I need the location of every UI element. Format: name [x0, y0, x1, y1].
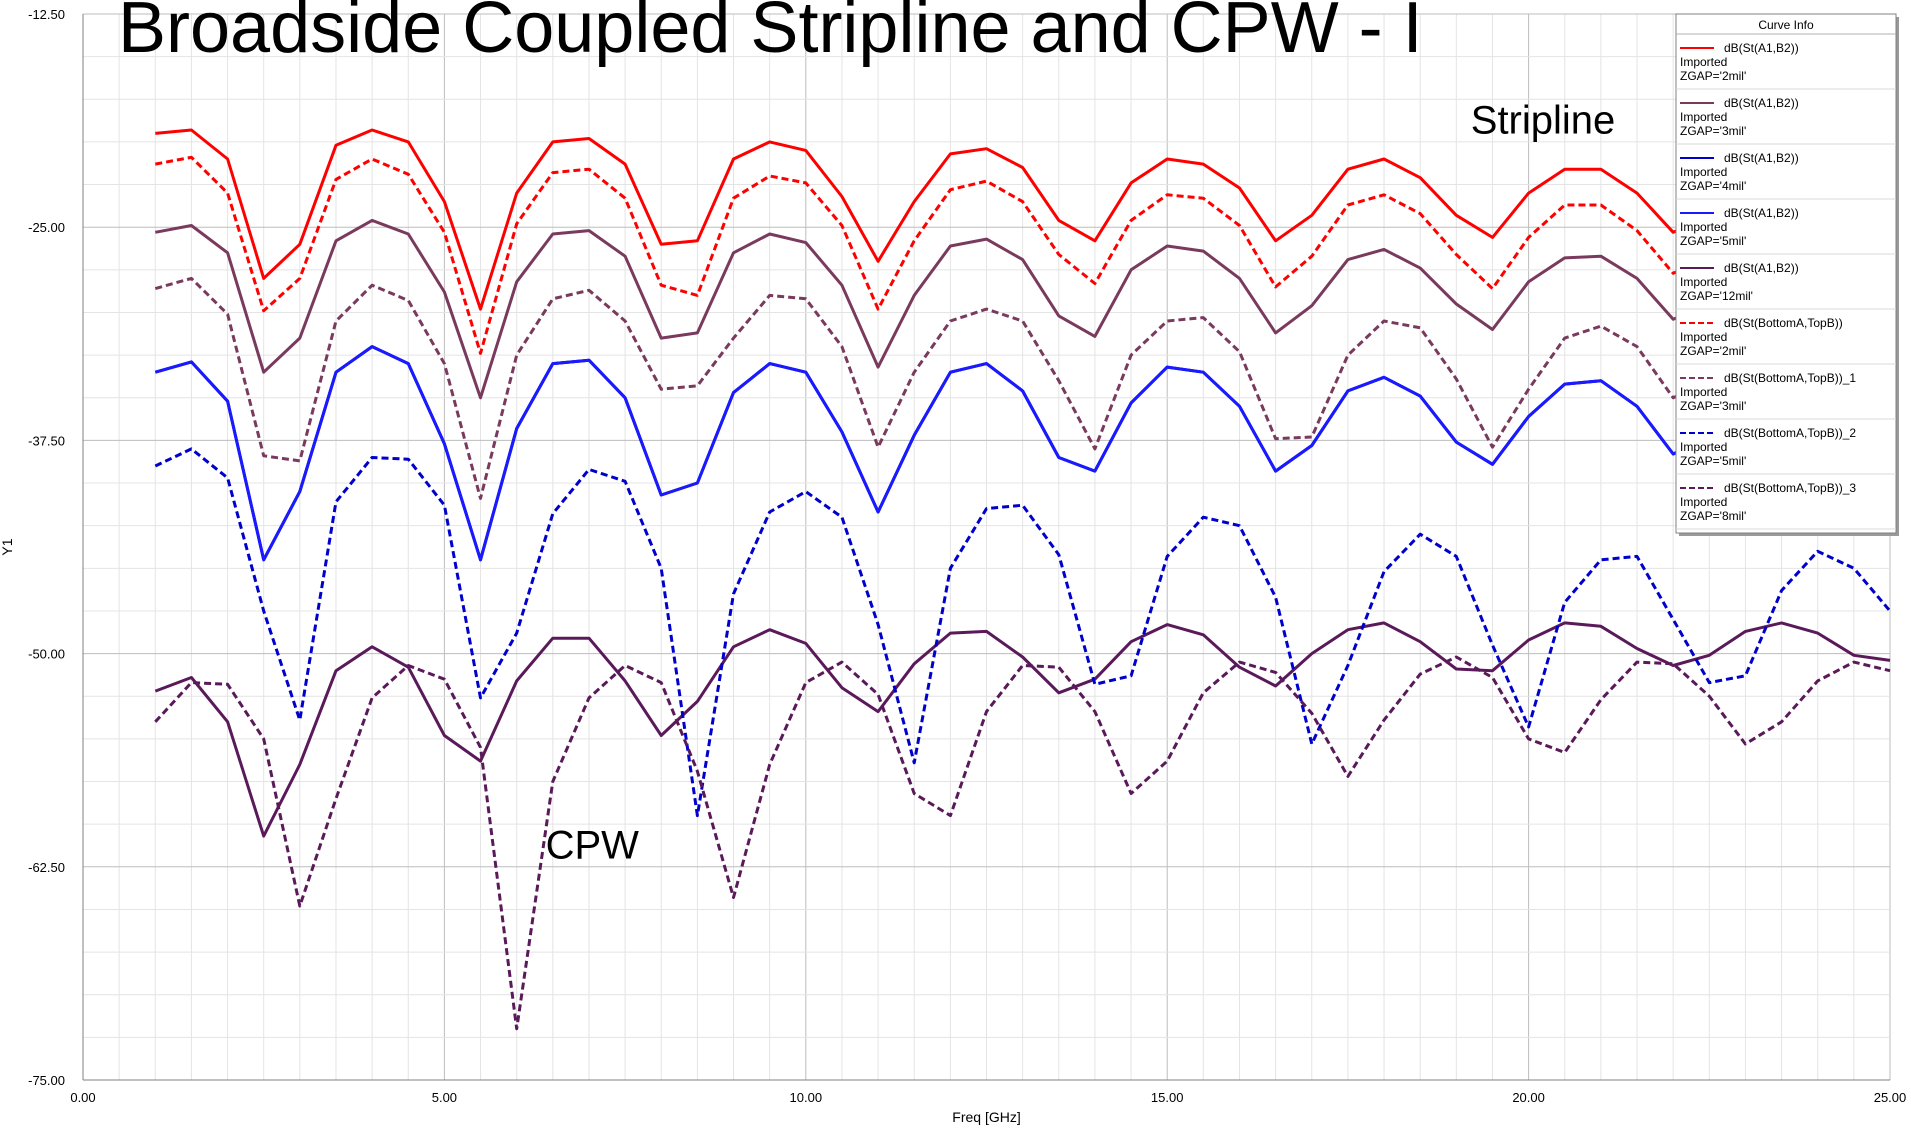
stripline-annotation: Stripline — [1471, 98, 1616, 142]
series-line-4 — [154, 345, 1891, 562]
legend-series-source: Imported — [1680, 330, 1727, 344]
legend-series-param: ZGAP='8mil' — [1680, 509, 1746, 523]
legend-series-param: ZGAP='12mil' — [1680, 289, 1753, 303]
series-line-2 — [155, 218, 1891, 400]
legend-series-source: Imported — [1680, 495, 1727, 509]
cpw-annotation: CPW — [546, 823, 640, 867]
series-line-6 — [155, 155, 1891, 355]
series-line-7 — [154, 276, 1891, 500]
x-tick-label: 20.00 — [1512, 1090, 1545, 1105]
legend-series-name: dB(St(A1,B2)) — [1724, 206, 1799, 220]
axes: 0.00 5.00 10.00 15.00 20.00 25.00 -12.50 -25.00… — [28, 7, 1906, 1105]
legend-series-param: ZGAP='3mil' — [1680, 399, 1746, 413]
legend-box — [1675, 13, 1897, 534]
y-tick-label: -37.50 — [28, 433, 65, 448]
legend[interactable]: Curve InfodB(St(A1,B2))ImportedZGAP='2mi… — [1675, 13, 1899, 536]
y-tick-label: -25.00 — [28, 220, 65, 235]
legend-series-name: dB(St(BottomA,TopB))_2 — [1724, 426, 1856, 440]
legend-series-name: dB(St(A1,B2)) — [1724, 96, 1799, 110]
series-line-9 — [154, 655, 1891, 1031]
y-tick-label: -50.00 — [28, 647, 65, 662]
legend-series-name: dB(St(A1,B2)) — [1724, 261, 1799, 275]
series-line-1 — [155, 128, 1891, 311]
legend-series-source: Imported — [1680, 275, 1727, 289]
y-axis-label: Y1 — [0, 538, 15, 555]
y-tick-label: -62.50 — [28, 860, 65, 875]
legend-item-7[interactable]: dB(St(BottomA,TopB))_1ImportedZGAP='3mil… — [1676, 371, 1896, 420]
legend-item-9[interactable]: dB(St(BottomA,TopB))_3ImportedZGAP='8mil… — [1676, 481, 1896, 530]
series-line-5 — [154, 621, 1891, 838]
y-tick-label: -12.50 — [28, 7, 65, 22]
x-axis-label: Freq [GHz] — [952, 1109, 1020, 1125]
x-tick-label: 0.00 — [70, 1090, 95, 1105]
legend-series-param: ZGAP='5mil' — [1680, 454, 1746, 468]
legend-series-name: dB(St(BottomA,TopB))_1 — [1724, 371, 1856, 385]
legend-series-name: dB(St(A1,B2)) — [1724, 151, 1799, 165]
legend-item-8[interactable]: dB(St(BottomA,TopB))_2ImportedZGAP='5mil… — [1676, 426, 1896, 475]
legend-header: Curve Info — [1758, 18, 1814, 32]
legend-series-source: Imported — [1680, 220, 1727, 234]
legend-series-param: ZGAP='2mil' — [1680, 344, 1746, 358]
legend-series-source: Imported — [1680, 440, 1727, 454]
legend-series-name: dB(St(BottomA,TopB))_3 — [1724, 481, 1856, 495]
legend-series-param: ZGAP='5mil' — [1680, 234, 1746, 248]
series-lines — [154, 128, 1892, 1031]
x-tick-label: 5.00 — [432, 1090, 457, 1105]
x-tick-label: 15.00 — [1151, 1090, 1184, 1105]
legend-series-param: ZGAP='4mil' — [1680, 179, 1746, 193]
grid — [82, 13, 1891, 1081]
legend-series-source: Imported — [1680, 385, 1727, 399]
annotations: Stripline CPW — [546, 98, 1616, 867]
legend-series-name: dB(St(A1,B2)) — [1724, 41, 1799, 55]
legend-series-source: Imported — [1680, 165, 1727, 179]
legend-series-source: Imported — [1680, 110, 1727, 124]
x-tick-label: 10.00 — [790, 1090, 823, 1105]
legend-series-source: Imported — [1680, 55, 1727, 69]
legend-series-param: ZGAP='2mil' — [1680, 69, 1746, 83]
legend-series-name: dB(St(BottomA,TopB)) — [1724, 316, 1843, 330]
x-tick-label: 25.00 — [1874, 1090, 1907, 1105]
chart-title: Broadside Coupled Stripline and CPW - I — [118, 0, 1423, 68]
legend-series-param: ZGAP='3mil' — [1680, 124, 1746, 138]
y-tick-label: -75.00 — [28, 1073, 65, 1088]
